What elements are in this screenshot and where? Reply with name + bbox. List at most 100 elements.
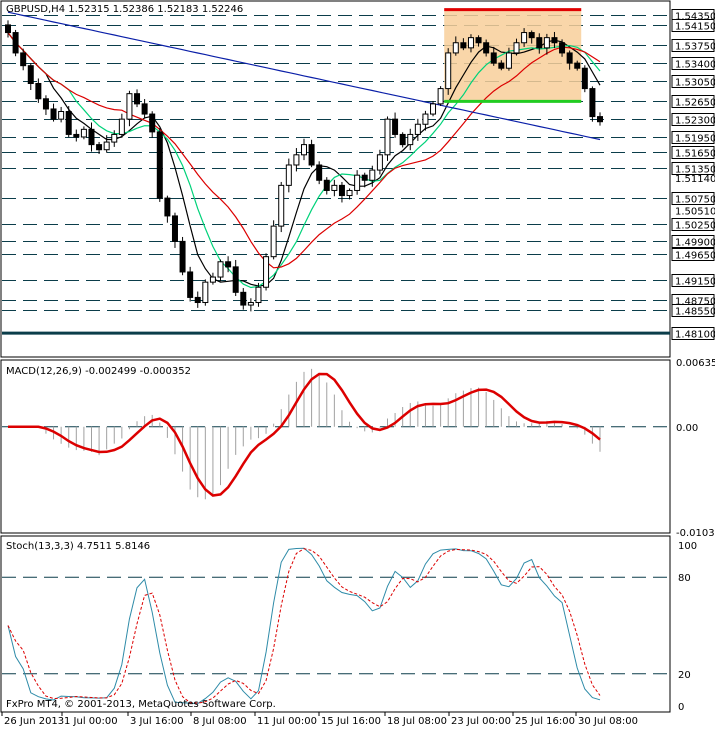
time-tick-label: 26 Jun 2013	[4, 716, 64, 727]
candle-body	[498, 62, 505, 69]
price-level-box	[671, 146, 715, 159]
candle-body	[217, 261, 224, 278]
candle-body	[35, 82, 42, 100]
price-level-label: 1.53750	[675, 42, 715, 53]
price-level-box	[671, 19, 715, 32]
candle-body	[346, 189, 353, 197]
macd-tick-label: 0.00	[676, 423, 698, 434]
candle-body	[422, 113, 429, 125]
candle-body	[452, 42, 459, 54]
time-tick-label: 15 Jul 16:00	[321, 716, 381, 727]
time-tick-label: 23 Jul 00:00	[451, 716, 511, 727]
candle-body	[490, 52, 497, 64]
candle-body	[270, 225, 277, 258]
stoch-tick-label: 100	[678, 541, 697, 552]
candle-body	[574, 62, 581, 69]
candle-body	[240, 291, 247, 306]
price-panel-title: GBPUSD,H4 1.52315 1.52386 1.52183 1.5224…	[6, 4, 243, 15]
candle-body	[308, 144, 315, 166]
candle-body	[27, 65, 34, 84]
price-level-box	[671, 39, 715, 52]
time-tick-label: 8 Jul 08:00	[193, 716, 247, 727]
candle-body	[164, 197, 171, 217]
candle-body	[141, 103, 148, 115]
stoch-tick-label: 0	[678, 702, 684, 713]
stoch-grid	[2, 576, 670, 675]
price-level-box	[671, 218, 715, 231]
stoch-axis: 100 80 20 0	[678, 541, 697, 713]
time-tick-label: 3 Jul 16:00	[130, 716, 184, 727]
candle-body	[316, 164, 323, 181]
candle-body	[103, 141, 110, 151]
candle-body	[255, 286, 262, 304]
candle-body	[467, 37, 474, 49]
candle-body	[536, 37, 543, 49]
candle-body	[247, 302, 254, 306]
candle-body	[566, 52, 573, 64]
candle-body	[338, 184, 345, 197]
macd-axis: 0.006353 0.00 -0.010328	[676, 358, 715, 539]
price-tick-label: 1.50510	[675, 206, 715, 217]
candle-body	[5, 24, 11, 34]
stoch-tick-label: 20	[678, 670, 691, 681]
price-level-box	[671, 57, 715, 70]
time-axis: 26 Jun 2013 1 Jul 00:00 3 Jul 16:00 8 Jul 0…	[1, 712, 638, 727]
price-level-label: 1.52300	[675, 116, 715, 127]
price-level-label: 1.51950	[675, 134, 715, 145]
candle-body	[58, 111, 65, 120]
macd-signal-line	[8, 372, 601, 497]
candle-body	[513, 42, 520, 54]
price-level-box	[671, 304, 715, 317]
candle-body	[88, 128, 95, 146]
candle-body	[445, 52, 452, 90]
consolidation-zone	[444, 9, 582, 102]
candle-body	[134, 93, 141, 105]
stochastic-panel	[0, 535, 671, 713]
price-level-label: 1.54350	[675, 12, 715, 23]
price-level-label: 1.51650	[675, 149, 715, 160]
candle-body	[12, 32, 19, 54]
macd-histogram	[45, 368, 601, 500]
stoch-signal-line	[7, 548, 601, 704]
candle-body	[528, 32, 535, 39]
price-level-label: 1.52650	[675, 98, 715, 109]
candle-body	[278, 184, 285, 227]
candle-body	[301, 144, 307, 156]
candle-body	[285, 164, 292, 186]
candle-body	[232, 266, 239, 293]
candle-body	[263, 256, 270, 288]
time-tick-label: 1 Jul 00:00	[64, 716, 118, 727]
candle-body	[194, 296, 201, 304]
price-level-label: 1.49650	[675, 251, 715, 262]
candle-body	[225, 261, 232, 268]
price-level-label: 1.49900	[675, 238, 715, 249]
price-level-label: 1.51350	[675, 165, 715, 176]
time-tick-label: 30 Jul 08:00	[578, 716, 638, 727]
candle-body	[559, 42, 566, 54]
price-level-label: 1.54150	[675, 22, 715, 33]
candle-body	[475, 37, 482, 44]
moving-average-line	[7, 32, 601, 269]
candle-body	[369, 169, 376, 181]
stoch-tick-label: 80	[678, 573, 691, 584]
price-level-box	[671, 113, 715, 126]
price-level-box	[671, 235, 715, 248]
price-level-box	[671, 162, 715, 175]
candle-body	[460, 42, 467, 49]
price-level-label: 1.48550	[675, 307, 715, 318]
candle-body	[111, 133, 118, 143]
candles	[5, 20, 603, 312]
time-tick-label: 18 Jul 08:00	[387, 716, 447, 727]
candle-body	[430, 103, 437, 115]
price-level-label: 1.50750	[675, 195, 715, 206]
price-level-box	[671, 274, 715, 287]
moving-average-line	[7, 11, 601, 141]
candle-body	[505, 52, 512, 69]
price-level-box	[671, 248, 715, 261]
candle-body	[20, 52, 27, 67]
price-level-box	[671, 75, 715, 88]
price-tick-label: 1.51140	[675, 174, 715, 185]
candle-body	[156, 131, 163, 199]
